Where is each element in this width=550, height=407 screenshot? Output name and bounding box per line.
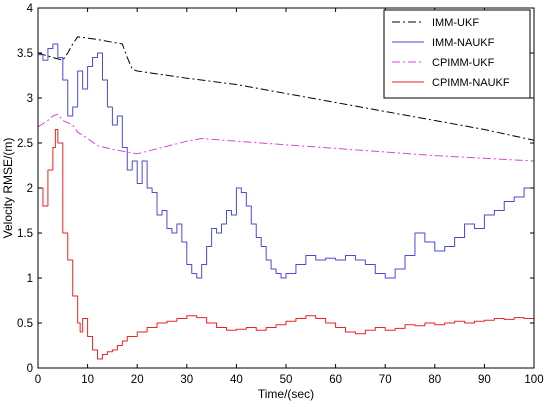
y-tick-label: 1 bbox=[27, 273, 33, 285]
x-tick-label: 80 bbox=[428, 374, 441, 386]
y-tick-label: 1.5 bbox=[17, 228, 33, 240]
y-axis-title: Velocity RMSE/(m) bbox=[1, 138, 15, 239]
y-tick-label: 2.5 bbox=[17, 138, 33, 150]
x-tick-label: 60 bbox=[329, 374, 342, 386]
x-tick-label: 30 bbox=[180, 374, 193, 386]
y-tick-label: 0.5 bbox=[17, 318, 33, 330]
legend-label-cpimm-ukf: CPIMM-UKF bbox=[432, 57, 495, 69]
x-tick-label: 10 bbox=[81, 374, 94, 386]
x-tick-label: 0 bbox=[35, 374, 41, 386]
legend-label-imm-ukf: IMM-UKF bbox=[432, 17, 479, 29]
y-tick-label: 2 bbox=[27, 183, 33, 195]
y-tick-label: 3.5 bbox=[17, 48, 33, 60]
legend-box bbox=[383, 9, 531, 99]
legend-label-cpimm-naukf: CPIMM-NAUKF bbox=[432, 77, 510, 89]
series-line-cpimm-ukf bbox=[38, 113, 534, 162]
y-tick-label: 4 bbox=[27, 3, 34, 15]
x-tick-label: 100 bbox=[524, 374, 543, 386]
series-line-imm-ukf bbox=[38, 36, 534, 141]
series-layer bbox=[38, 36, 534, 360]
x-axis-title: Time/(sec) bbox=[258, 387, 314, 401]
x-tick-label: 40 bbox=[230, 374, 243, 386]
y-tick-label: 0 bbox=[27, 363, 33, 375]
legend-label-imm-naukf: IMM-NAUKF bbox=[432, 37, 495, 49]
ticks-layer: 0 10 20 30 40 50 60 70 80 90 100 0 0.5 1 1.5 2 2.5 3 3.5 4 bbox=[17, 3, 544, 386]
series-line-imm-naukf bbox=[38, 43, 534, 279]
series-line-cpimm-naukf bbox=[38, 129, 534, 360]
legend: IMM-UKF IMM-NAUKF CPIMM-UKF CPIMM-NAUKF bbox=[383, 9, 531, 99]
x-tick-label: 50 bbox=[280, 374, 293, 386]
x-tick-label: 70 bbox=[379, 374, 392, 386]
x-tick-label: 20 bbox=[131, 374, 144, 386]
y-tick-label: 3 bbox=[27, 93, 33, 105]
x-tick-label: 90 bbox=[478, 374, 491, 386]
